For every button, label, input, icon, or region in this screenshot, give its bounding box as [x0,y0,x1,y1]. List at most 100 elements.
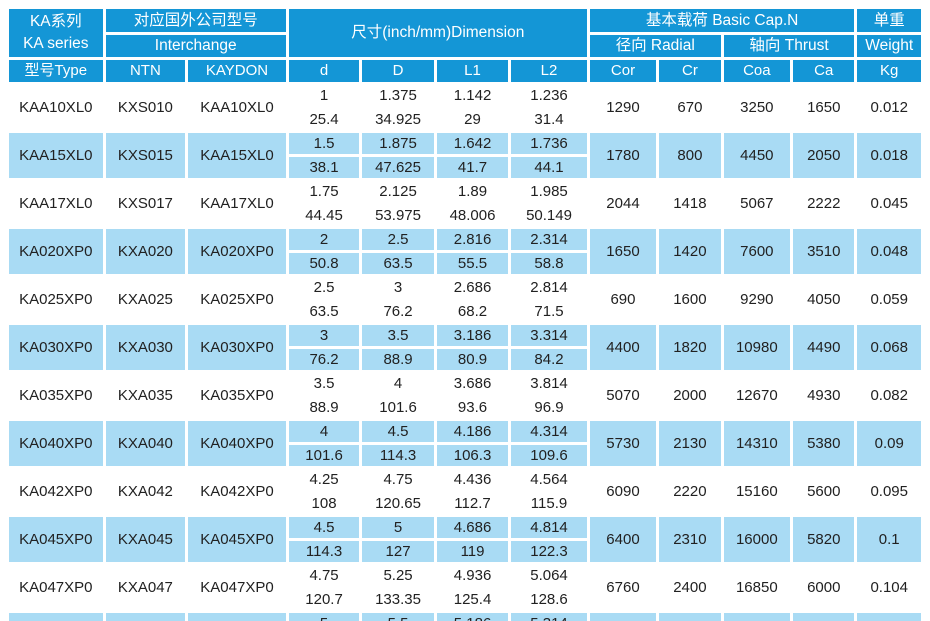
cell-cr: 1600 [656,274,724,325]
cell-cor: 4400 [586,322,660,373]
cell-L2-inch: 3.314 [508,322,590,349]
cell-kg: 0.068 [854,322,924,373]
bearing-spec-table: KA系列 KA series 对应国外公司型号 尺寸(inch/mm)Dimen… [6,6,924,621]
cell-L2-inch: 1.736 [508,130,590,157]
cell-D-inch: 2.125 [359,178,437,205]
col-header-ca: Ca [790,57,858,85]
header-interchange-en: Interchange [102,32,289,60]
cell-kaydon: KA030XP0 [185,322,289,373]
header-ka-series: KA系列 KA series [6,6,106,60]
cell-d-mm: 108 [285,490,363,517]
cell-D-inch: 4.75 [359,466,437,493]
header-ka-series-en: KA series [23,35,89,52]
cell-L2-inch: 4.814 [508,514,590,541]
table-row-mm: 76.2 88.9 80.9 84.2 [8,346,923,373]
cell-ca: 3510 [790,226,858,277]
cell-D-inch: 3.5 [359,322,437,349]
cell-L2-inch: 1.236 [508,82,590,109]
cell-cr: 2490 [656,610,724,621]
table-row-mm: 88.9 101.6 93.6 96.9 [8,394,923,421]
cell-L1-inch: 1.642 [433,130,512,157]
cell-kaydon: KA042XP0 [185,466,289,517]
cell-kaydon: KA020XP0 [185,226,289,277]
cell-kaydon: KAA10XL0 [185,82,289,133]
cell-type: KAA17XL0 [6,178,106,229]
cell-L2-mm: 31.4 [508,106,590,133]
cell-L1-mm: 93.6 [433,394,512,421]
cell-ca: 4930 [790,370,858,421]
cell-d-inch: 4.25 [285,466,363,493]
col-header-kg: Kg [854,57,924,85]
cell-ntn: KXA050 [102,610,189,621]
cell-ca: 4050 [790,274,858,325]
cell-L2-mm: 122.3 [508,538,590,565]
cell-d-mm: 101.6 [285,442,363,469]
cell-d-inch: 1.75 [285,178,363,205]
cell-d-mm: 114.3 [285,538,363,565]
cell-coa: 7600 [720,226,794,277]
cell-type: KA045XP0 [6,514,106,565]
col-header-L1: L1 [433,57,512,85]
header-row-2: Interchange 径向 Radial 轴向 Thrust Weight [8,32,924,60]
cell-cor: 5070 [586,370,660,421]
cell-D-mm: 101.6 [359,394,437,421]
cell-D-inch: 5.5 [359,610,437,621]
cell-kaydon: KA045XP0 [185,514,289,565]
header-weight-en: Weight [854,32,924,60]
cell-kaydon: KA025XP0 [185,274,289,325]
cell-D-mm: 114.3 [359,442,437,469]
cell-ca: 5820 [790,514,858,565]
cell-cr: 2310 [656,514,724,565]
table-row-mm: 38.1 47.625 41.7 44.1 [8,154,923,181]
col-header-ntn: NTN [102,57,189,85]
cell-coa: 9290 [720,274,794,325]
cell-cor: 6090 [586,466,660,517]
cell-ca: 5380 [790,418,858,469]
cell-ca: 2050 [790,130,858,181]
cell-ntn: KXA035 [102,370,189,421]
cell-d-mm: 88.9 [285,394,363,421]
cell-L1-mm: 55.5 [433,250,512,277]
cell-type: KA050XP0 [6,610,106,621]
cell-L1-mm: 80.9 [433,346,512,373]
table-row-inch: KAA17XL0 KXS017 KAA17XL0 1.75 2.125 1.89 1.985… [6,178,924,229]
cell-ntn: KXA020 [102,226,189,277]
cell-ca: 6220 [790,610,858,621]
cell-cr: 800 [656,130,724,181]
cell-d-inch: 4.75 [285,562,363,589]
table-row-inch: KA047XP0 KXA047 KA047XP0 4.75 5.25 4.936 5.064… [6,562,924,613]
cell-L1-inch: 4.686 [433,514,512,541]
cell-D-mm: 53.975 [359,202,437,229]
cell-ntn: KXA025 [102,274,189,325]
table-row-mm: 101.6 114.3 106.3 109.6 [8,442,923,469]
cell-d-mm: 38.1 [285,154,363,181]
cell-D-inch: 1.875 [359,130,437,157]
cell-L2-mm: 50.149 [508,202,590,229]
cell-cor: 1650 [586,226,660,277]
cell-L1-inch: 2.686 [433,274,512,301]
header-interchange-zh: 对应国外公司型号 [102,6,289,35]
cell-L1-inch: 4.436 [433,466,512,493]
cell-L1-mm: 41.7 [433,154,512,181]
cell-coa: 3250 [720,82,794,133]
cell-ntn: KXS010 [102,82,189,133]
cell-d-mm: 44.45 [285,202,363,229]
cell-cor: 6760 [586,562,660,613]
header-thrust: 轴向 Thrust [720,32,858,60]
cell-d-mm: 76.2 [285,346,363,373]
cell-ntn: KXA040 [102,418,189,469]
header-basic-cap: 基本载荷 Basic Cap.N [586,6,858,35]
cell-kg: 0.059 [854,274,924,325]
col-header-cr: Cr [656,57,724,85]
cell-d-mm: 25.4 [285,106,363,133]
cell-cr: 2400 [656,562,724,613]
cell-L1-inch: 3.686 [433,370,512,397]
cell-d-inch: 1.5 [285,130,363,157]
cell-D-inch: 5 [359,514,437,541]
cell-cor: 6400 [586,514,660,565]
cell-L2-mm: 84.2 [508,346,590,373]
cell-L2-inch: 5.064 [508,562,590,589]
cell-ntn: KXA030 [102,322,189,373]
cell-coa: 17690 [720,610,794,621]
